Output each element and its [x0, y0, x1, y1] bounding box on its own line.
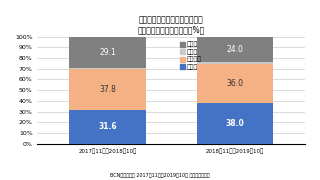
Bar: [197, 64, 273, 103]
Text: 24.0: 24.0: [227, 45, 244, 54]
Bar: [197, 62, 273, 64]
Legend: その他, ニコン, キヤノン, ソニー: その他, ニコン, キヤノン, ソニー: [180, 42, 202, 70]
Text: 29.1: 29.1: [99, 48, 116, 57]
Text: 31.6: 31.6: [98, 122, 117, 131]
Bar: [69, 68, 146, 69]
Text: 36.0: 36.0: [227, 79, 244, 88]
Bar: [69, 69, 146, 110]
Bar: [197, 103, 273, 144]
Bar: [197, 37, 273, 62]
Text: BCNランキング 2017年11月～2019年10月 ＜最大パネル＞: BCNランキング 2017年11月～2019年10月 ＜最大パネル＞: [110, 173, 210, 178]
Text: 37.8: 37.8: [99, 85, 116, 94]
Bar: [69, 37, 146, 68]
Title: レンズ交換型フルサイズカメラ
販売台数メーカーシェア（%）: レンズ交換型フルサイズカメラ 販売台数メーカーシェア（%）: [138, 15, 205, 34]
Text: 38.0: 38.0: [226, 119, 244, 128]
Bar: [69, 110, 146, 144]
